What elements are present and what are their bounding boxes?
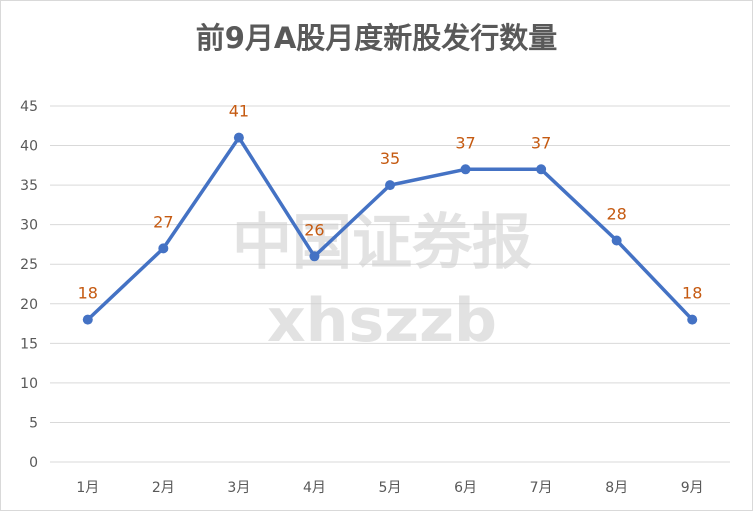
data-label: 18	[78, 284, 98, 303]
gridlines	[50, 105, 730, 463]
data-point	[687, 314, 698, 325]
data-label: 26	[304, 220, 324, 239]
watermark: 中国证券报 xhszzb	[232, 208, 532, 356]
data-label: 35	[380, 149, 400, 168]
y-tick-label: 20	[20, 297, 38, 313]
series	[82, 132, 698, 325]
x-tick-label: 7月	[530, 480, 553, 496]
data-point	[536, 164, 547, 175]
data-point	[611, 235, 622, 246]
x-tick-label: 9月	[681, 480, 704, 496]
watermark-line2: xhszzb	[267, 286, 497, 356]
y-tick-label: 5	[29, 415, 38, 431]
data-label: 41	[229, 102, 249, 121]
y-tick-label: 45	[20, 99, 38, 115]
data-labels: 18 27 41 26 35 37 37 28 18	[78, 102, 703, 303]
data-point	[385, 180, 395, 191]
data-label: 18	[682, 284, 702, 303]
data-point	[82, 314, 93, 325]
data-point	[460, 164, 471, 175]
data-label: 37	[455, 133, 475, 152]
data-label: 37	[531, 133, 551, 152]
x-tick-label: 3月	[227, 480, 250, 496]
y-tick-label: 35	[20, 178, 38, 194]
x-tick-label: 4月	[303, 480, 326, 496]
x-tick-label: 8月	[605, 480, 628, 496]
y-tick-label: 15	[20, 336, 38, 352]
x-axis: 1月 2月 3月 4月 5月 6月 7月 8月 9月	[76, 480, 703, 496]
x-tick-label: 2月	[152, 480, 175, 496]
x-tick-label: 5月	[379, 480, 402, 496]
data-point	[309, 251, 320, 262]
y-tick-label: 40	[20, 139, 38, 155]
data-label: 27	[153, 212, 173, 231]
y-tick-label: 25	[20, 257, 38, 273]
chart-title: 前9月A股月度新股发行数量	[195, 21, 558, 55]
data-point	[158, 243, 169, 254]
watermark-line1: 中国证券报	[232, 208, 532, 278]
y-tick-label: 10	[20, 376, 38, 392]
y-axis: 0 5 10 15 20 25 30 35 40 45	[20, 99, 38, 471]
data-label: 28	[606, 204, 626, 223]
x-tick-label: 1月	[76, 480, 99, 496]
y-tick-label: 0	[29, 455, 38, 471]
y-tick-label: 30	[20, 218, 38, 234]
x-tick-label: 6月	[454, 480, 477, 496]
data-point	[233, 132, 244, 143]
